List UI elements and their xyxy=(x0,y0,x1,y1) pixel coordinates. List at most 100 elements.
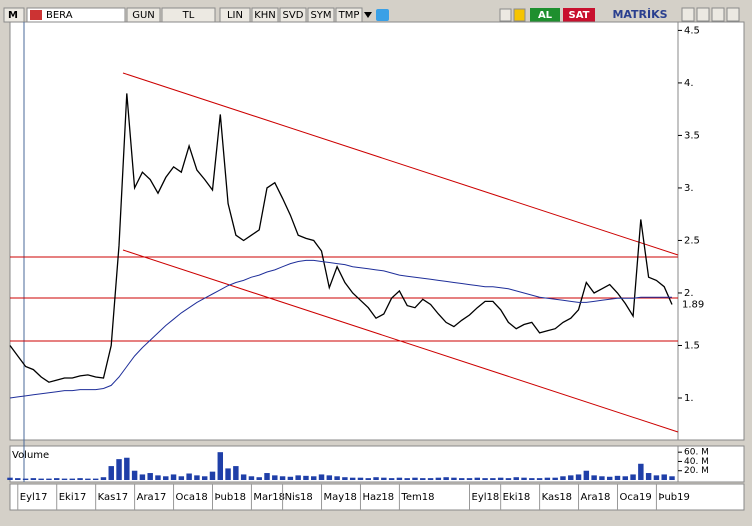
toolbar-button-label: TMP xyxy=(338,10,360,21)
volume-bar xyxy=(100,477,107,480)
y-tick-label: 4.5 xyxy=(684,25,700,36)
volume-bar xyxy=(630,474,636,480)
x-tick-label: Mar18 xyxy=(253,492,285,503)
twitter-icon[interactable] xyxy=(376,9,389,21)
volume-bar xyxy=(513,477,519,480)
y-tick-label: 3.5 xyxy=(684,130,700,141)
y-tick-label: 3. xyxy=(684,183,694,194)
toolbar-button-label: LIN xyxy=(227,10,243,21)
volume-bar xyxy=(334,476,340,480)
x-tick-label: Þub18 xyxy=(214,492,245,503)
volume-bar xyxy=(373,477,379,480)
volume-bar xyxy=(412,477,418,480)
volume-bar xyxy=(482,478,488,480)
window-button[interactable] xyxy=(696,7,710,22)
volume-bar xyxy=(568,475,574,480)
y-tick-label: 2.5 xyxy=(684,235,700,246)
x-tick-label: Kas17 xyxy=(98,492,128,503)
volume-bar xyxy=(38,478,44,480)
volume-bar xyxy=(458,478,465,480)
volume-bar xyxy=(552,477,558,480)
volume-bar xyxy=(217,452,224,480)
x-tick-label: Haz18 xyxy=(362,492,394,503)
volume-bar xyxy=(529,478,535,480)
volume-bar xyxy=(61,478,68,480)
window-button[interactable] xyxy=(681,7,695,22)
volume-bar xyxy=(404,478,410,480)
price-panel xyxy=(9,21,679,441)
x-tick-label: Eki18 xyxy=(503,492,531,503)
volume-bar xyxy=(560,476,566,480)
volume-bar xyxy=(599,476,605,480)
volume-bar xyxy=(225,468,231,480)
volume-bar xyxy=(521,477,527,480)
x-tick-label: Tem18 xyxy=(400,492,434,503)
volume-bar xyxy=(264,473,270,480)
volume-bar xyxy=(201,476,208,480)
volume-bar xyxy=(233,466,239,480)
icon-button[interactable] xyxy=(499,8,512,22)
volume-bar xyxy=(357,477,364,480)
sell-button[interactable] xyxy=(563,8,595,22)
volume-bar xyxy=(147,473,153,480)
volume-bar xyxy=(427,478,434,480)
volume-tick-label: 20. M xyxy=(684,466,709,476)
volume-bar xyxy=(466,478,473,480)
y-tick-label: 2. xyxy=(684,288,694,299)
x-tick-label: Ara17 xyxy=(137,492,167,503)
volume-bar xyxy=(85,478,91,480)
buy-button[interactable] xyxy=(530,8,560,22)
time-axis xyxy=(9,483,745,511)
sell-label: SAT xyxy=(569,10,590,21)
x-tick-label: May18 xyxy=(324,492,357,503)
volume-bar xyxy=(443,477,449,480)
toolbar-button-label: KHN xyxy=(254,10,276,21)
x-tick-label: Eki17 xyxy=(59,492,87,503)
x-tick-label: Ara18 xyxy=(581,492,611,503)
icon-button[interactable] xyxy=(513,8,526,22)
volume-bar xyxy=(505,478,512,480)
volume-bar xyxy=(591,475,597,480)
brand: MATRİKS xyxy=(612,7,667,21)
volume-bar xyxy=(638,463,644,480)
volume-bar xyxy=(256,477,262,480)
volume-label: Volume xyxy=(12,450,49,461)
volume-bar xyxy=(303,475,309,480)
window-button[interactable] xyxy=(711,7,725,22)
volume-bar xyxy=(497,477,504,480)
volume-bar xyxy=(311,476,317,480)
symbol: BERA xyxy=(46,10,73,21)
volume-bar xyxy=(170,474,177,480)
volume-bar xyxy=(544,477,551,480)
volume-bar xyxy=(318,474,325,480)
x-tick-label: Þub19 xyxy=(658,492,689,503)
volume-bar xyxy=(30,478,37,480)
volume-bar xyxy=(54,478,60,480)
volume-bar xyxy=(490,478,496,480)
volume-bar xyxy=(108,466,114,480)
price-axis xyxy=(677,21,745,441)
volume-bar xyxy=(272,475,278,480)
toolbar-button-label: SYM xyxy=(310,10,331,21)
volume-bar xyxy=(388,478,395,480)
x-tick-label: Oca19 xyxy=(619,492,651,503)
volume-bar xyxy=(77,478,83,480)
volume-bar xyxy=(15,478,21,480)
volume-bar xyxy=(186,473,192,480)
window-button[interactable] xyxy=(726,7,740,22)
volume-bar xyxy=(653,475,660,480)
toolbar-button-label: TL xyxy=(182,10,195,21)
price-line xyxy=(9,93,673,383)
volume-bar xyxy=(349,477,356,480)
dropdown-arrow[interactable] xyxy=(364,12,372,18)
volume-bar xyxy=(131,470,138,480)
toolbar-button-label: SVD xyxy=(283,10,304,21)
x-tick-label: Kas18 xyxy=(542,492,572,503)
volume-bar xyxy=(116,459,122,480)
volume-bar xyxy=(342,477,348,480)
volume-bar xyxy=(661,474,667,480)
volume-bar xyxy=(155,475,161,480)
volume-bar xyxy=(583,470,590,480)
volume-bar xyxy=(420,478,426,480)
